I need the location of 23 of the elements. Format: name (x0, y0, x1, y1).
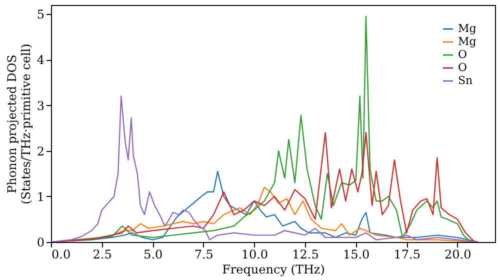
x-tick-label: 20.0 (444, 248, 472, 262)
y-tick-label: 3 (36, 98, 44, 113)
x-tick-label: 15.0 (342, 248, 370, 262)
x-tick-label: 7.5 (194, 248, 214, 262)
legend-label: O (458, 48, 468, 61)
y-tick-label: 1 (36, 190, 44, 204)
x-tick-label: 2.5 (92, 248, 112, 262)
x-tick-label: 17.5 (394, 248, 420, 262)
x-tick-label: 0.0 (52, 248, 71, 262)
legend-label: Sn (458, 74, 473, 87)
y-tick-label: 0 (36, 236, 44, 250)
x-tick-label: 5.0 (144, 248, 163, 262)
line-series (51, 96, 478, 242)
legend-label: Mg (458, 22, 476, 35)
legend-label: O (458, 61, 468, 74)
x-axis-title: Frequency (THz) (222, 262, 325, 276)
y-tick-label: 5 (36, 8, 44, 22)
x-tick-label: 12.5 (292, 248, 319, 262)
x-tick-label: 10.0 (241, 248, 268, 262)
y-axis-title: Phonon projected DOS (States/THz·primitive cell) (4, 44, 33, 204)
legend-label: Mg (458, 35, 476, 48)
y-tick-label: 2 (36, 144, 44, 158)
y-tick-label: 4 (36, 53, 45, 68)
